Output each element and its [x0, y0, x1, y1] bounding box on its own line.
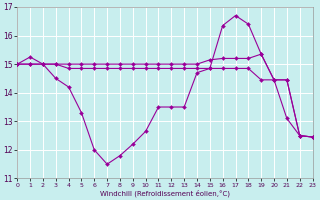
X-axis label: Windchill (Refroidissement éolien,°C): Windchill (Refroidissement éolien,°C) — [100, 189, 230, 197]
